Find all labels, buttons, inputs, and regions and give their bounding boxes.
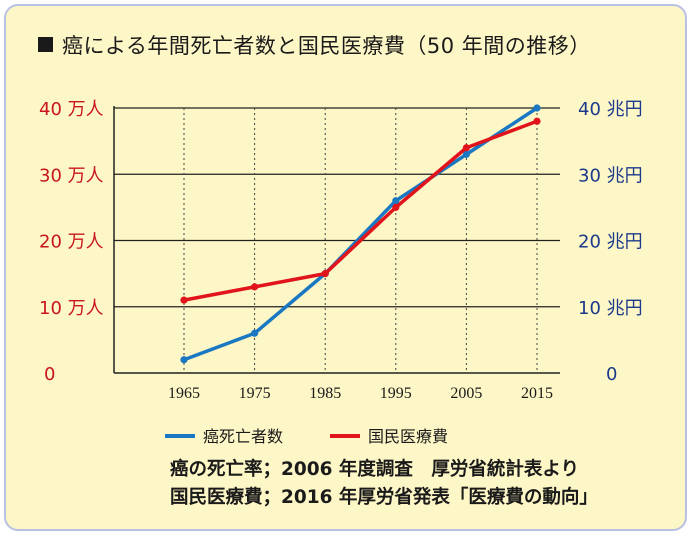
title-square-icon (38, 37, 53, 52)
series-0-point-2005 (462, 150, 470, 158)
left-tick-labels: 0 10 万人 20 万人 30 万人 40 万人 (39, 99, 104, 385)
right-tick-30: 30 兆円 (578, 165, 643, 186)
right-tick-40: 40 兆円 (578, 99, 643, 120)
series-1-point-1965 (180, 296, 188, 304)
legend-label-1: 国民医療費 (368, 427, 448, 446)
right-tick-10: 10 兆円 (578, 298, 643, 319)
series-1-point-1985 (321, 270, 329, 278)
left-tick-20: 20 万人 (39, 232, 104, 253)
source-note-medical: 国民医療費；2016 年厚労省発表「医療費の動向」 (170, 487, 598, 508)
legend-label-0: 癌死亡者数 (203, 427, 283, 446)
x-tick-1995: 1995 (380, 385, 412, 402)
x-tick-2015: 2015 (521, 385, 553, 402)
chart-title-text: 癌による年間死亡者数と国民医療費（50 年間の推移） (62, 34, 591, 58)
source-note-cancer: 癌の死亡率；2006 年度調査 厚労省統計表より (170, 459, 580, 480)
series-lines (180, 104, 541, 364)
right-tick-labels: 0 10 兆円 20 兆円 30 兆円 40 兆円 (578, 99, 643, 385)
left-tick-40: 40 万人 (39, 99, 104, 120)
legend: 癌死亡者数 国民医療費 (165, 427, 448, 446)
vertical-gridlines (183, 108, 538, 373)
left-tick-10: 10 万人 (39, 298, 104, 319)
series-0-point-2015 (533, 104, 541, 112)
right-tick-20: 20 兆円 (578, 232, 643, 253)
series-line-0 (182, 106, 539, 362)
x-tick-1965: 1965 (168, 385, 200, 402)
x-tick-labels: 1965 1975 1985 1995 2005 2015 (168, 385, 553, 402)
source-notes: 癌の死亡率；2006 年度調査 厚労省統計表より 国民医療費；2016 年厚労省… (170, 456, 598, 512)
left-tick-0: 0 (44, 364, 55, 385)
left-tick-30: 30 万人 (39, 165, 104, 186)
series-1-point-1995 (392, 203, 400, 211)
horizontal-gridlines (114, 107, 560, 308)
series-line-1 (182, 119, 539, 302)
chart-title: 癌による年間死亡者数と国民医療費（50 年間の推移） (38, 30, 591, 60)
chart-frame (4, 4, 687, 531)
x-tick-2005: 2005 (450, 385, 482, 402)
right-tick-0: 0 (606, 364, 617, 385)
x-tick-1975: 1975 (239, 385, 271, 402)
x-tick-1985: 1985 (309, 385, 341, 402)
series-0-point-1965 (180, 356, 188, 364)
series-0-point-1995 (392, 197, 400, 205)
series-0-point-1975 (251, 329, 259, 337)
axes (113, 106, 560, 374)
series-1-point-2015 (533, 117, 541, 125)
series-1-point-1975 (251, 283, 259, 291)
series-1-point-2005 (462, 144, 470, 152)
